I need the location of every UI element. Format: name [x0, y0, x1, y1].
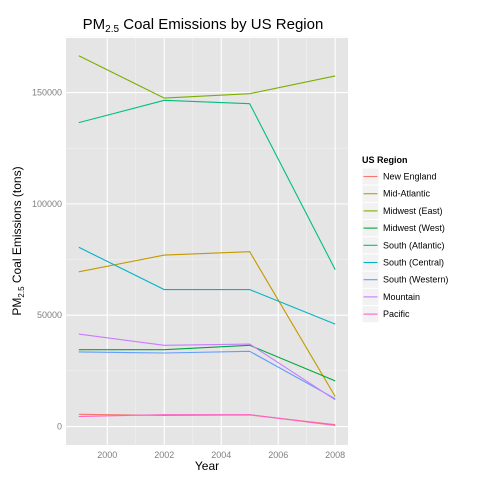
- legend-label: New England: [383, 172, 437, 182]
- legend-label: Mountain: [383, 292, 420, 302]
- x-axis-tick-labels: 2000 2002 2004 2006 2008: [97, 450, 345, 460]
- legend-label: South (Atlantic): [383, 240, 445, 250]
- x-tick-label: 2006: [268, 450, 288, 460]
- legend-item-midwest-east: Midwest (East): [361, 201, 443, 220]
- x-tick-label: 2000: [97, 450, 117, 460]
- y-tick-label: 100000: [32, 199, 62, 209]
- legend-item-midwest-west: Midwest (West): [361, 219, 445, 238]
- x-tick-label: 2004: [211, 450, 231, 460]
- chart-title: PM2.5 Coal Emissions by US Region: [83, 16, 324, 35]
- series-line-pacific: [78, 414, 336, 426]
- legend-items: New England Mid-Atlantic Midwest (East) Mid…: [361, 167, 448, 324]
- x-axis-title: Year: [195, 459, 219, 473]
- legend: US Region New England Mid-Atlantic Midwest…: [361, 155, 448, 324]
- series-line-mid-atlantic: [78, 251, 336, 397]
- series-line-mountain: [78, 333, 336, 401]
- y-tick-label: 50000: [37, 310, 62, 320]
- legend-item-south-western: South (Western): [361, 270, 448, 289]
- y-tick-label: 150000: [32, 88, 62, 98]
- legend-label: Mid-Atlantic: [383, 189, 431, 199]
- legend-item-pacific: Pacific: [361, 305, 410, 324]
- legend-item-mountain: Mountain: [361, 287, 420, 306]
- y-tick-label: 0: [57, 422, 62, 432]
- major-gridlines: [66, 38, 348, 445]
- plot-panel: [66, 38, 348, 445]
- legend-label: South (Central): [383, 258, 444, 268]
- legend-title: US Region: [362, 155, 408, 165]
- series-line-south-central: [78, 246, 336, 325]
- legend-item-mid-atlantic: Mid-Atlantic: [361, 184, 431, 203]
- y-axis-tick-labels: 0 50000 100000 150000: [32, 88, 62, 432]
- minor-gridlines: [66, 36, 348, 445]
- legend-label: South (Western): [383, 275, 448, 285]
- legend-label: Midwest (East): [383, 206, 443, 216]
- legend-item-south-central: South (Central): [361, 253, 444, 272]
- legend-label: Midwest (West): [383, 223, 445, 233]
- series-line-midwest-west: [78, 344, 336, 382]
- x-tick-label: 2002: [154, 450, 174, 460]
- series-line-south-western: [78, 350, 336, 400]
- series-lines: [78, 55, 336, 426]
- series-line-south-atlantic: [78, 99, 336, 270]
- legend-item-new-england: New England: [361, 167, 437, 186]
- legend-label: Pacific: [383, 309, 410, 319]
- series-line-midwest-east: [78, 55, 336, 99]
- x-tick-label: 2008: [325, 450, 345, 460]
- legend-item-south-atlantic: South (Atlantic): [361, 236, 445, 255]
- y-axis-title: PM2.5 Coal Emissions (tons): [10, 166, 26, 315]
